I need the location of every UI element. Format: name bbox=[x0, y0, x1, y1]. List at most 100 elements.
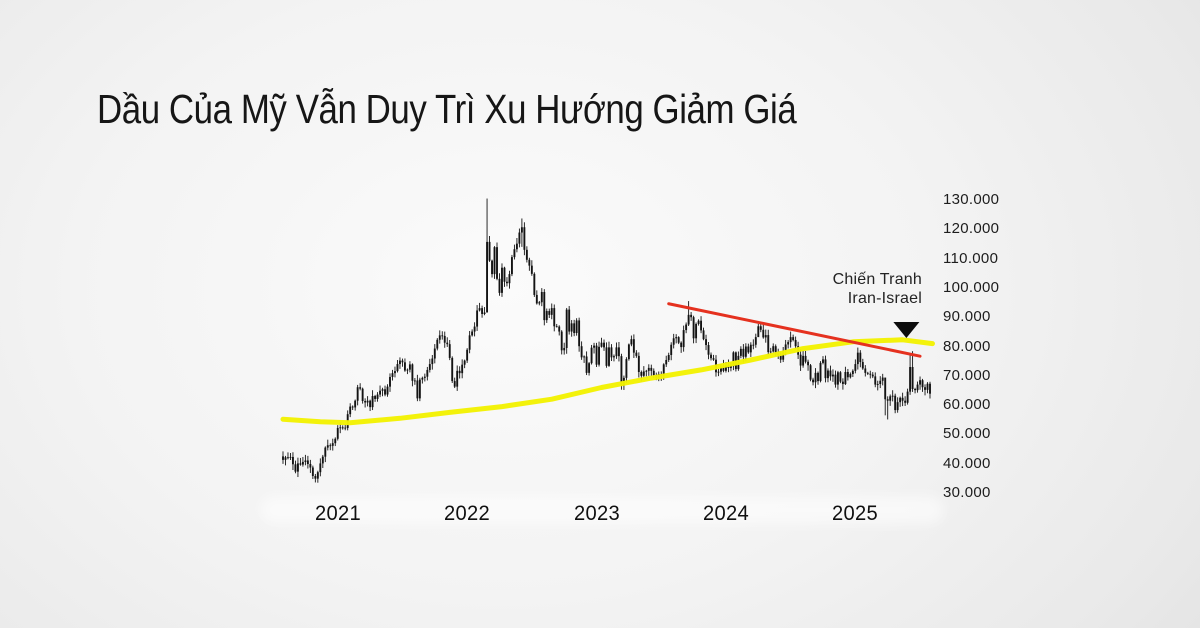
candle-body bbox=[652, 370, 655, 376]
candle-body bbox=[301, 461, 304, 465]
candle-body bbox=[466, 349, 469, 361]
candle-body bbox=[421, 377, 424, 380]
candle-body bbox=[399, 360, 401, 365]
y-axis-tick-label: 70.000 bbox=[943, 366, 991, 384]
candle-body bbox=[665, 359, 668, 365]
candle-body bbox=[513, 249, 516, 258]
candle-body bbox=[282, 456, 284, 460]
candle-body bbox=[374, 396, 377, 399]
candle-body bbox=[914, 388, 917, 391]
candle-body bbox=[438, 335, 441, 340]
candle-body bbox=[456, 370, 459, 387]
candle-body bbox=[884, 377, 887, 400]
candle-body bbox=[817, 372, 819, 382]
candle-body bbox=[520, 227, 523, 233]
candle-body bbox=[605, 347, 608, 366]
candle-body bbox=[807, 361, 810, 366]
candle-body bbox=[603, 342, 605, 348]
candle-body bbox=[558, 326, 561, 332]
candle-body bbox=[804, 355, 807, 362]
candle-body bbox=[553, 308, 556, 327]
candle-body bbox=[640, 371, 643, 376]
candle-body bbox=[854, 364, 857, 371]
candle-body bbox=[692, 317, 695, 339]
candle-body bbox=[632, 339, 635, 353]
candle-body bbox=[384, 389, 386, 395]
candle-body bbox=[876, 384, 879, 385]
candle-body bbox=[647, 367, 650, 371]
candle-body bbox=[471, 331, 474, 336]
candle-body bbox=[851, 370, 854, 375]
candle-body bbox=[431, 358, 434, 365]
candle-body bbox=[630, 339, 633, 345]
candle-body bbox=[413, 380, 416, 382]
candle-body bbox=[792, 337, 795, 341]
candle-body bbox=[705, 339, 707, 346]
candle-body bbox=[287, 457, 289, 459]
candle-body bbox=[575, 320, 578, 334]
candle-body bbox=[510, 257, 513, 275]
candle-body bbox=[441, 335, 444, 337]
candle-body bbox=[406, 369, 409, 371]
candle-body bbox=[677, 337, 680, 343]
candle-body bbox=[436, 339, 439, 349]
candle-body bbox=[451, 357, 454, 382]
candle-body bbox=[381, 389, 384, 391]
candle-body bbox=[481, 308, 484, 314]
candle-body bbox=[329, 445, 332, 447]
candle-body bbox=[717, 371, 720, 373]
candle-body bbox=[881, 377, 884, 381]
candle-body bbox=[321, 456, 324, 464]
y-axis-tick-label: 110.000 bbox=[943, 249, 999, 267]
candle-body bbox=[819, 362, 822, 382]
candle-body bbox=[428, 364, 431, 370]
candle-body bbox=[929, 383, 931, 394]
candle-body bbox=[448, 344, 451, 358]
candle-body bbox=[742, 348, 745, 357]
candle-body bbox=[822, 359, 824, 363]
candle-body bbox=[749, 344, 752, 353]
candle-body bbox=[483, 312, 486, 314]
candle-body bbox=[386, 386, 389, 395]
candle-body bbox=[515, 243, 518, 250]
candle-body bbox=[468, 335, 471, 350]
candle-body bbox=[861, 362, 864, 369]
candle-body bbox=[588, 363, 591, 373]
candle-body bbox=[550, 308, 553, 315]
candle-body bbox=[909, 367, 912, 392]
candle-body bbox=[533, 273, 536, 295]
candle-body bbox=[836, 372, 839, 385]
candle-body bbox=[625, 359, 628, 378]
candle-body bbox=[650, 367, 653, 371]
candle-body bbox=[871, 374, 874, 377]
war-annotation-line-2: Iran-Israel bbox=[847, 290, 922, 307]
candle-body bbox=[555, 326, 558, 328]
page-title: Dầu Của Mỹ Vẫn Duy Trì Xu Hướng Giảm Giá bbox=[97, 86, 797, 132]
candle-body bbox=[411, 364, 414, 381]
candle-body bbox=[774, 346, 777, 354]
candle-body bbox=[525, 249, 528, 260]
x-axis-year-label: 2025 bbox=[832, 502, 879, 525]
x-axis-highlight-band bbox=[260, 496, 944, 524]
y-axis-tick-label: 80.000 bbox=[943, 337, 991, 355]
candle-body bbox=[396, 364, 399, 372]
candle-body bbox=[667, 354, 670, 360]
candle-body bbox=[608, 347, 610, 366]
candle-body bbox=[394, 371, 396, 374]
candle-body bbox=[904, 400, 907, 403]
candle-body bbox=[423, 376, 426, 378]
candle-body bbox=[919, 380, 921, 385]
candle-body bbox=[670, 344, 673, 355]
candle-body bbox=[339, 427, 342, 429]
candle-body bbox=[874, 376, 877, 385]
y-axis-tick-label: 90.000 bbox=[943, 308, 991, 326]
candle-body bbox=[695, 323, 698, 339]
candle-body bbox=[389, 376, 391, 387]
candle-body bbox=[620, 356, 623, 386]
candle-body bbox=[869, 373, 872, 375]
candle-body bbox=[832, 374, 834, 377]
candle-body bbox=[697, 320, 700, 324]
candle-body bbox=[754, 337, 757, 345]
candle-body bbox=[764, 335, 767, 338]
